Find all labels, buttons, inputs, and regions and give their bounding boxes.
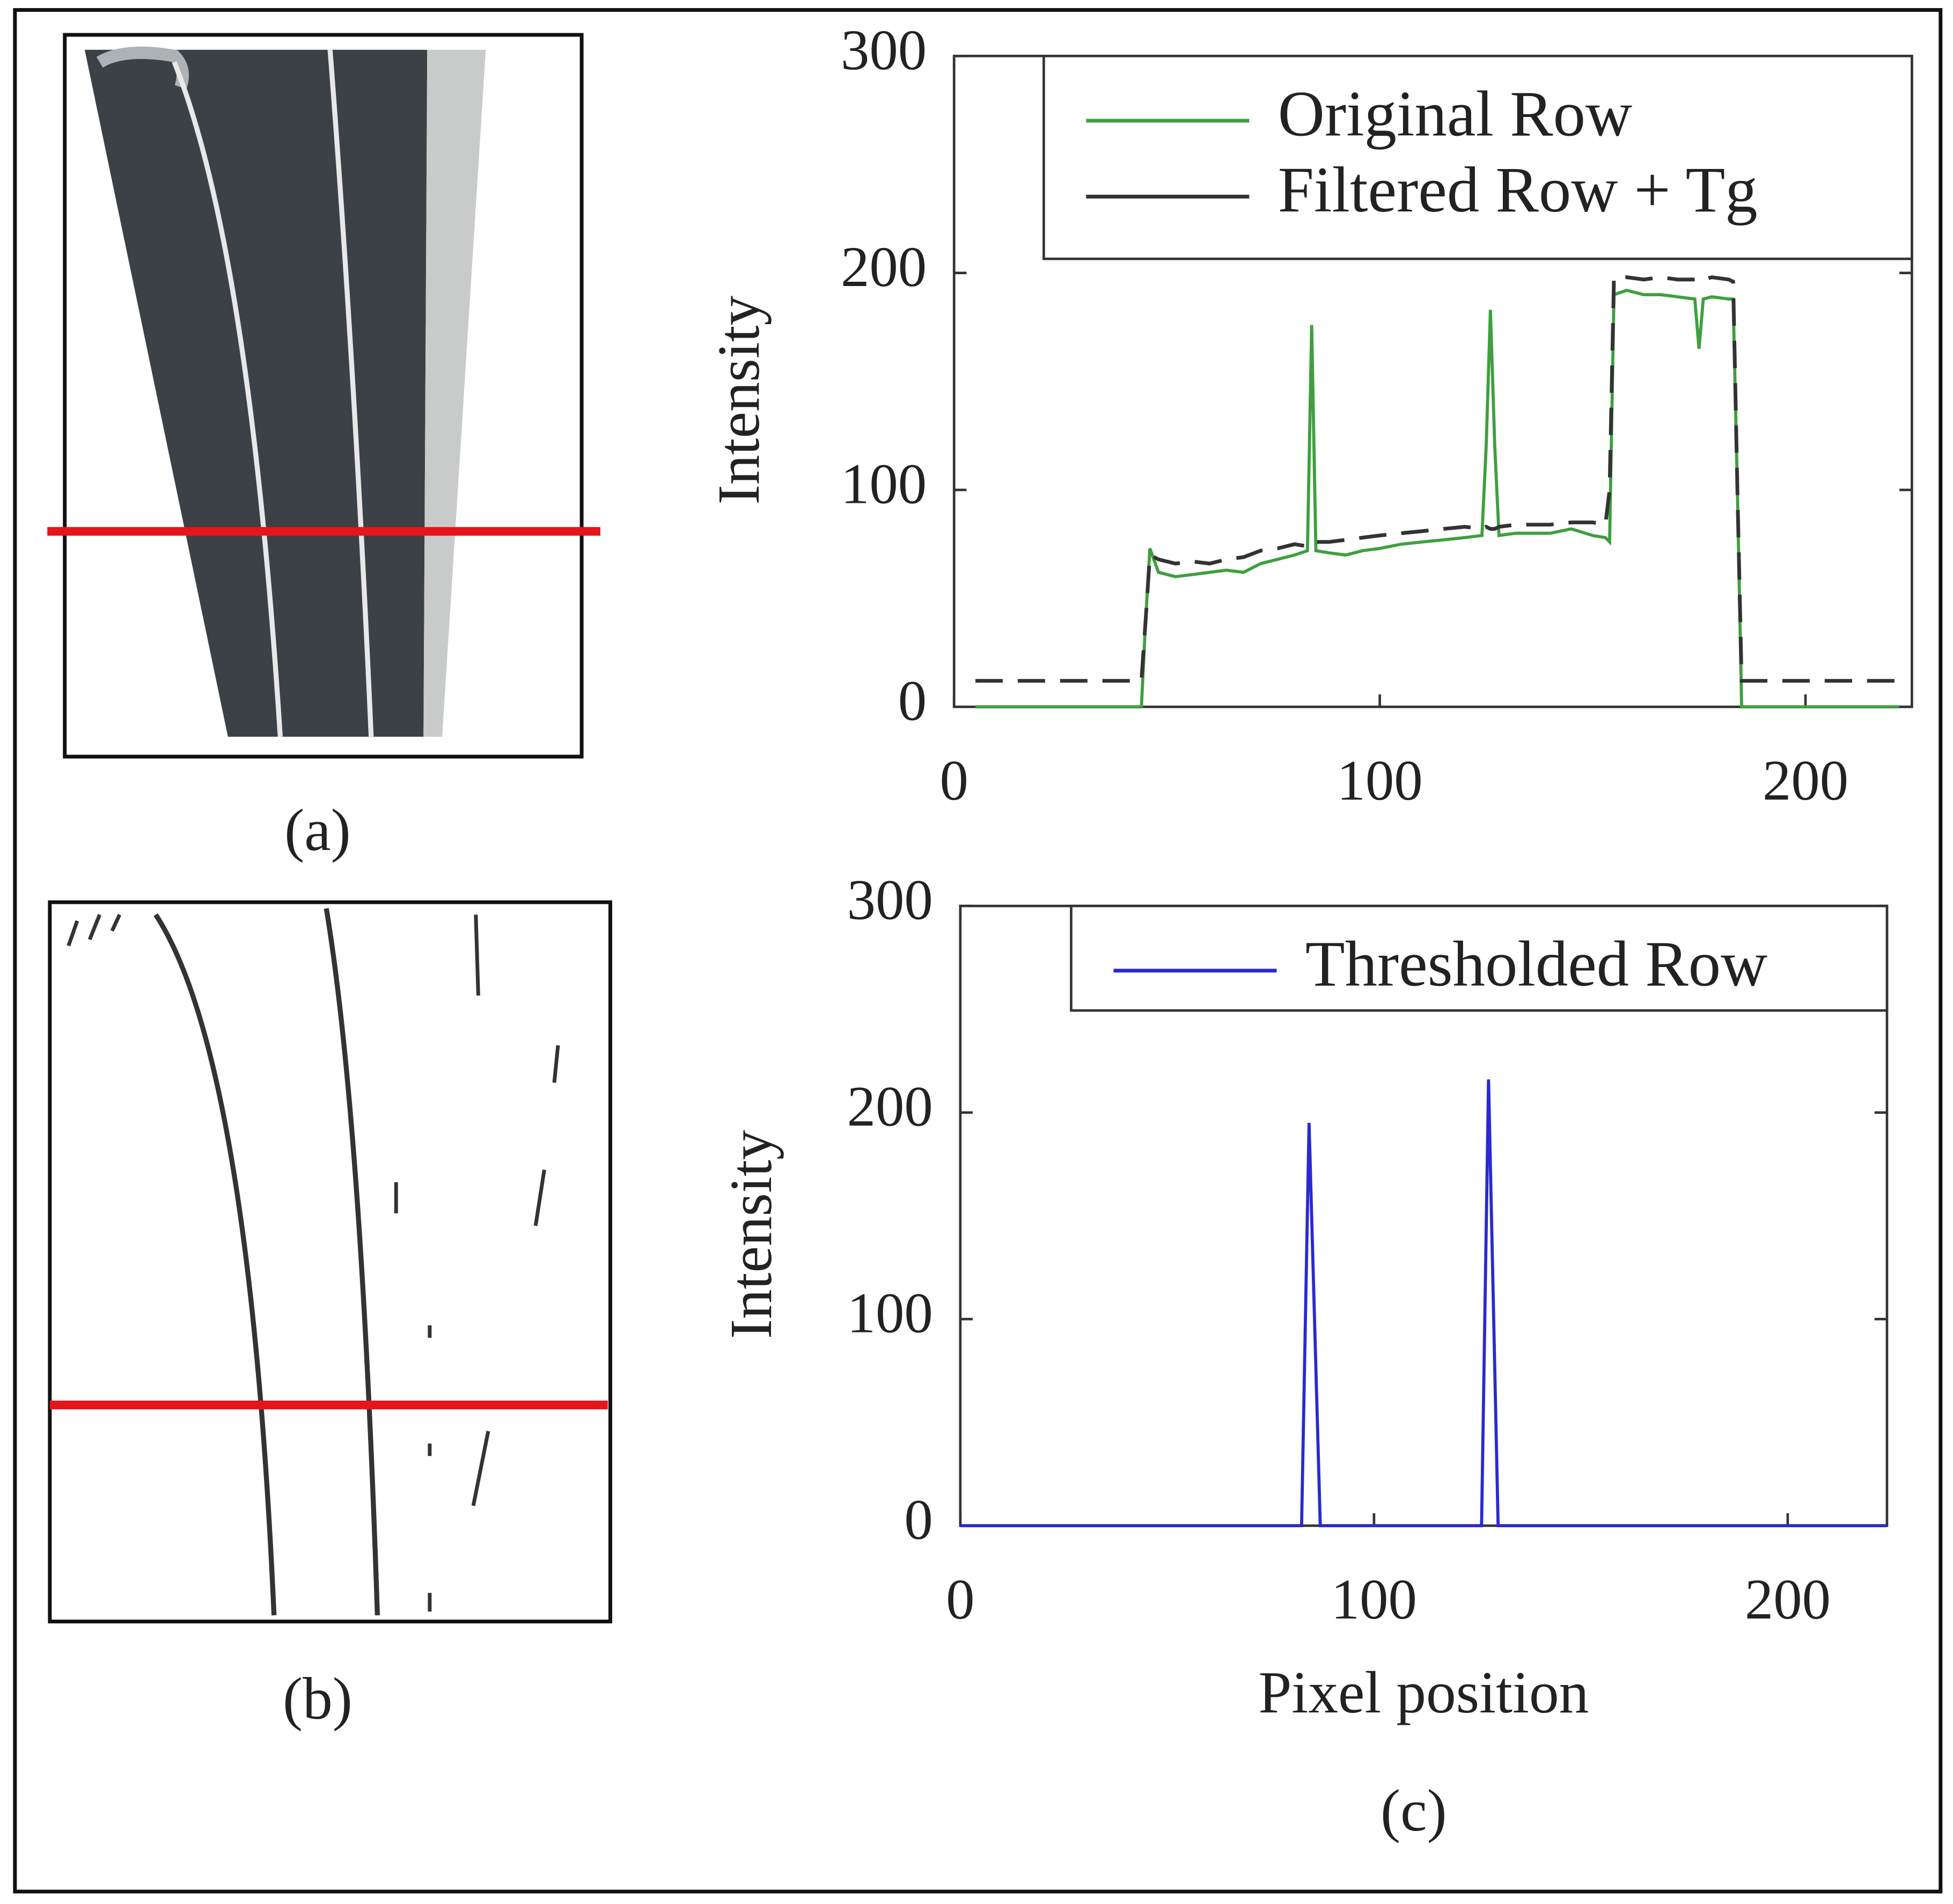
panel-label: (b) [283, 1666, 353, 1732]
y-tick-label: 0 [898, 670, 927, 733]
legend-label: Thresholded Row [1305, 928, 1767, 1000]
series-line [960, 1079, 1887, 1527]
y-tick-label: 200 [841, 236, 927, 299]
legend-label: Original Row [1278, 78, 1632, 150]
panel-label: (a) [284, 797, 351, 863]
blade-stripe [327, 49, 374, 737]
blade-light [423, 49, 486, 737]
x-axis-label: Pixel position [1258, 1660, 1589, 1726]
edge-curve [153, 913, 277, 1616]
blade-edge [96, 46, 189, 89]
series-line [975, 288, 1899, 709]
figure-border [13, 8, 1943, 1894]
x-tick-label: 200 [1763, 749, 1848, 812]
image-frame [48, 900, 612, 1624]
y-tick-label: 200 [847, 1075, 933, 1139]
legend-box [1042, 55, 1913, 260]
x-tick-label: 100 [1331, 1568, 1417, 1631]
y-tick-label: 100 [847, 1282, 933, 1345]
x-tick-label: 200 [1745, 1568, 1831, 1631]
image-a [47, 33, 600, 759]
y-axis-label: Intensity [718, 1130, 784, 1339]
y-tick-label: 300 [841, 19, 927, 82]
y-axis-label: Intensity [706, 295, 772, 504]
legend-label: Filtered Row + Tg [1278, 154, 1758, 226]
speckle [67, 913, 560, 1612]
y-tick-label: 100 [841, 452, 927, 516]
x-tick-label: 0 [940, 749, 968, 812]
edge-curve [324, 908, 380, 1616]
y-tick-label: 300 [847, 869, 933, 932]
legend-box [1070, 904, 1889, 1012]
blade-stripe [172, 61, 283, 737]
panel-label: (c) [1381, 1778, 1447, 1844]
image-b [48, 900, 612, 1624]
y-tick-label: 0 [904, 1489, 933, 1552]
x-tick-label: 0 [946, 1568, 974, 1631]
x-tick-label: 100 [1337, 749, 1423, 812]
series-line [975, 275, 1899, 683]
